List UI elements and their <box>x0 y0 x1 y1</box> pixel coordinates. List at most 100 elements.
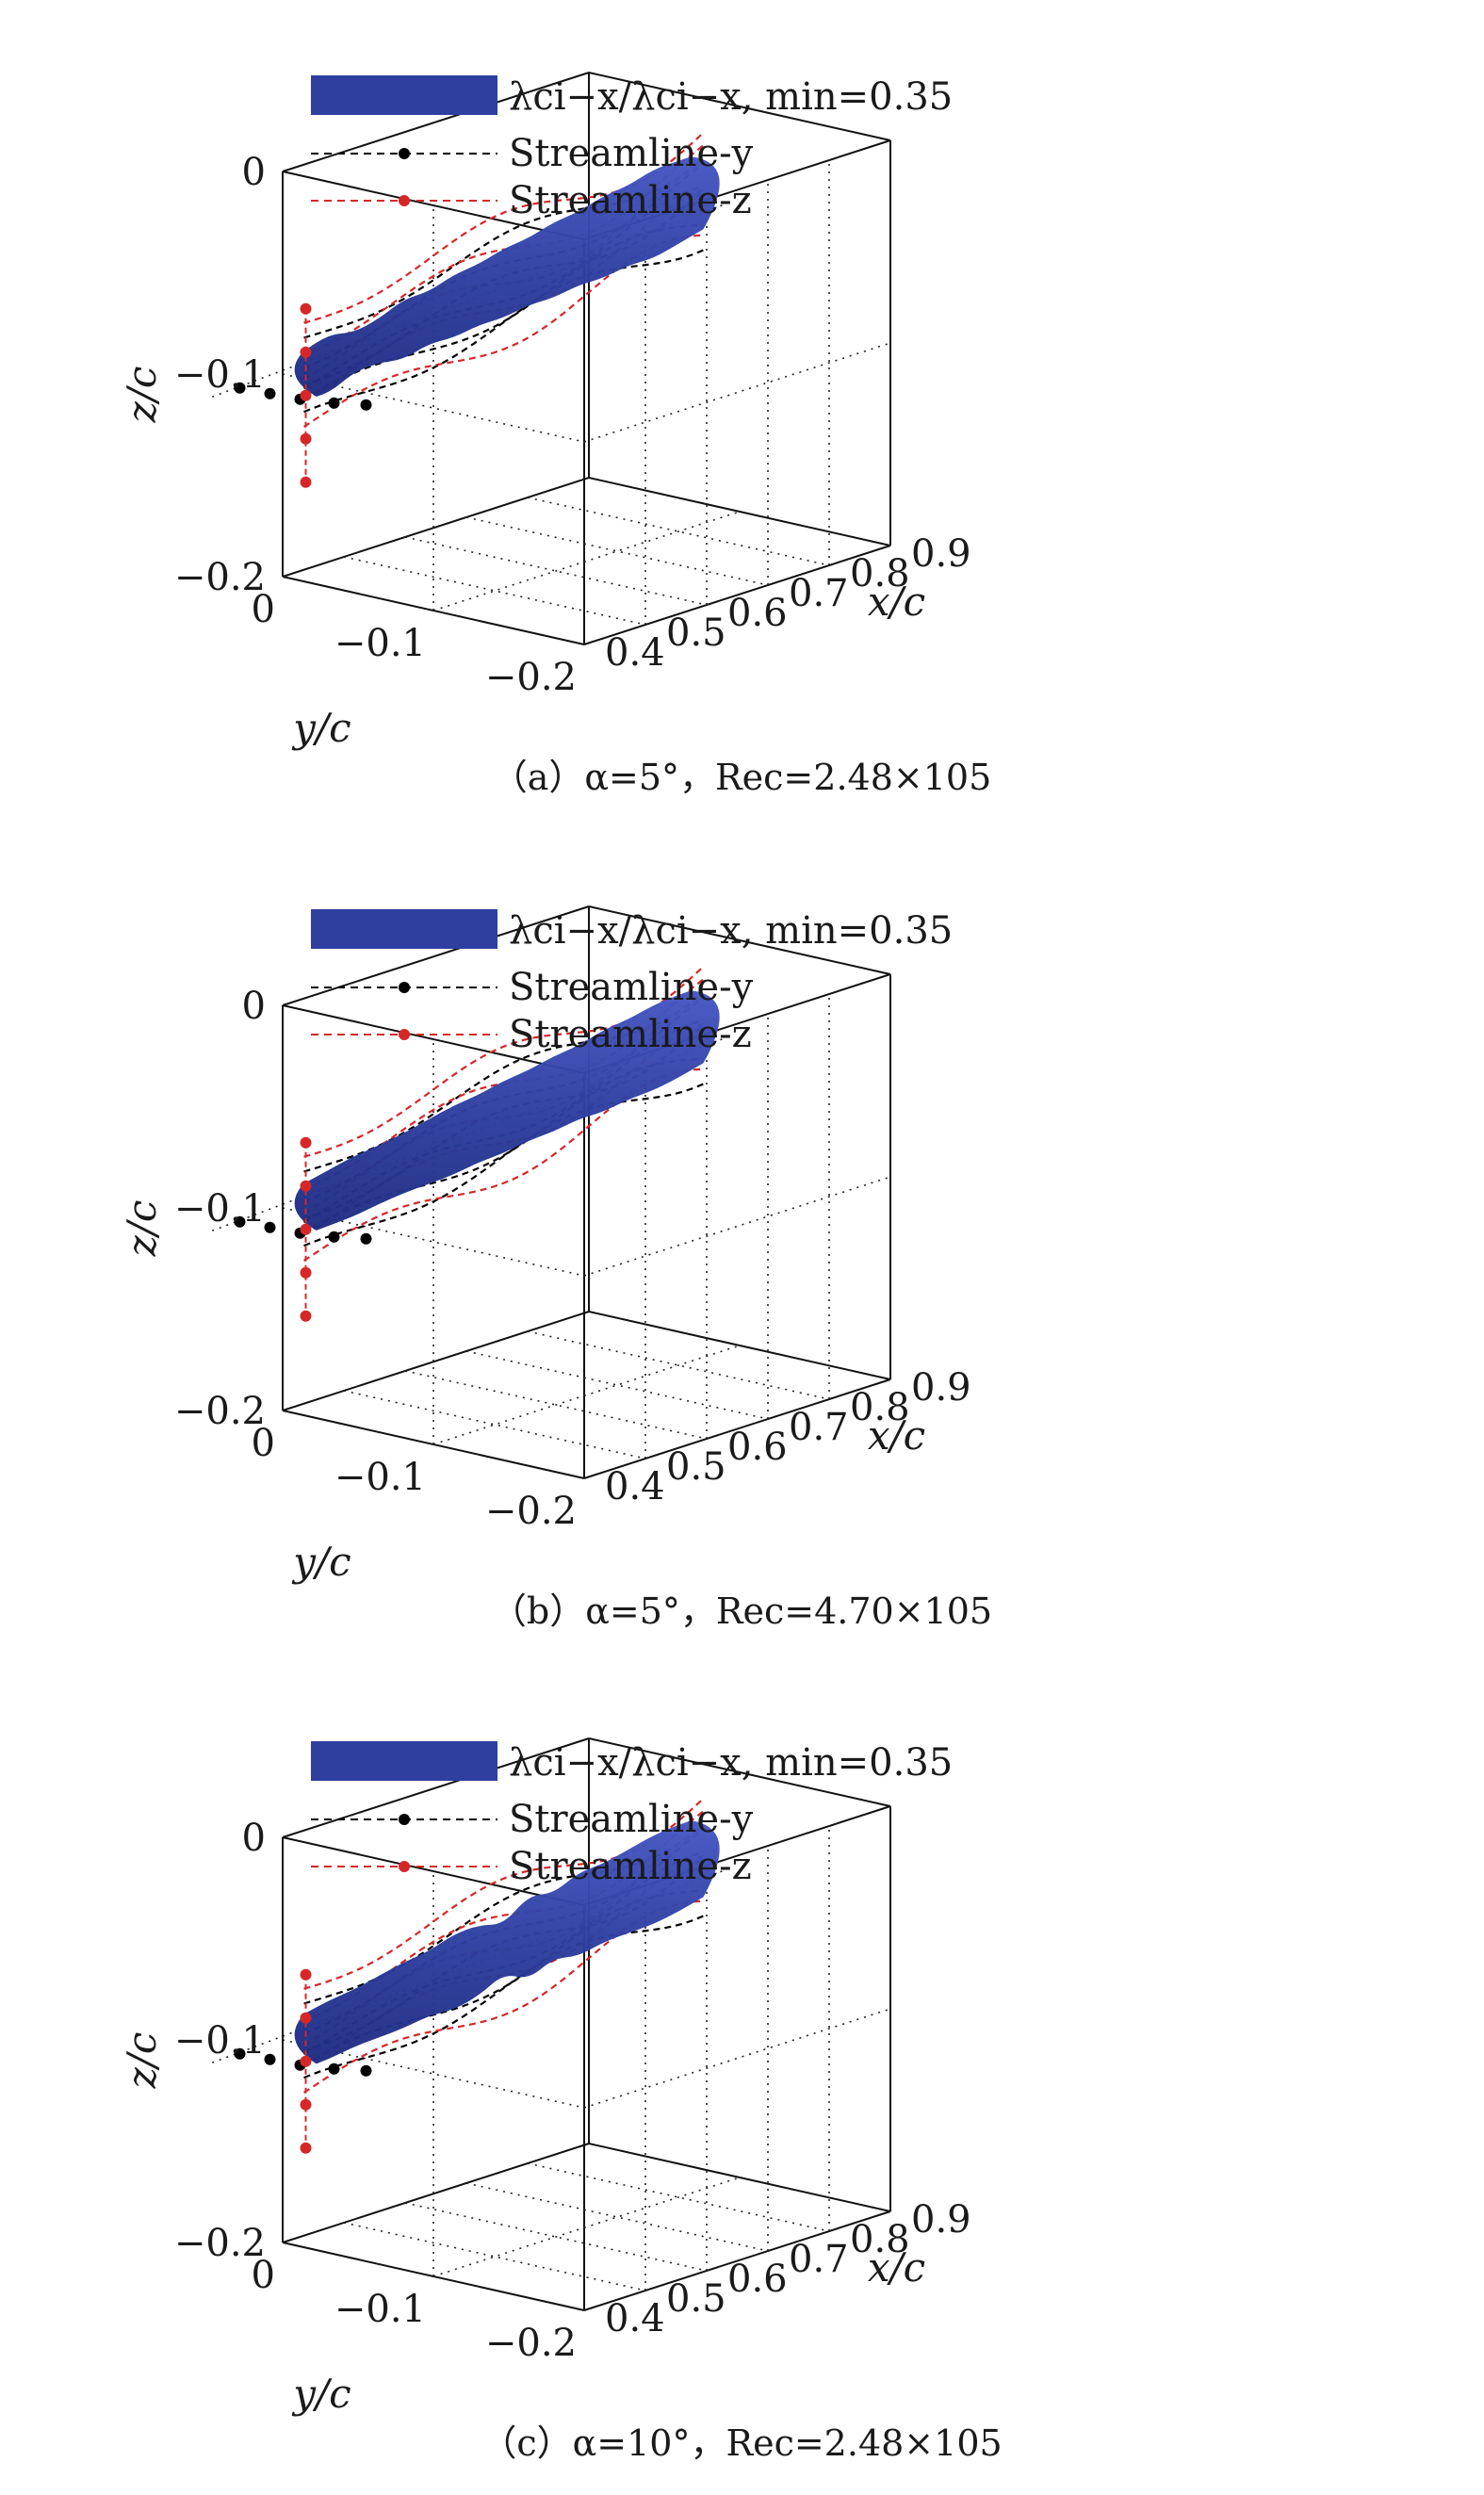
x-tick-label: 0.9 <box>911 1366 971 1410</box>
y-tick-label: 0 <box>252 2254 275 2297</box>
legend-label-isosurface: λci−x/λci−x, min=0.35 <box>509 75 953 119</box>
x-tick-label: 0.5 <box>666 612 726 655</box>
z-tick-label: −0.2 <box>174 556 266 599</box>
legend-label-streamline-y: Streamline-y <box>509 132 754 175</box>
axis-edge <box>282 2143 590 2243</box>
axes-box <box>282 1737 891 2311</box>
grid-line <box>583 1176 891 1277</box>
z-tick-label: 0 <box>242 151 266 194</box>
streamline-y-seed <box>264 2053 276 2065</box>
x-tick-label: 0.4 <box>605 631 665 675</box>
x-tick-label: 0.4 <box>605 2297 665 2340</box>
axis-edge <box>583 2210 891 2311</box>
legend-marker-streamline-z <box>399 1861 410 1872</box>
streamline-z-seed <box>300 1136 312 1149</box>
y-tick-label: −0.2 <box>485 656 577 699</box>
x-axis-label: x/c <box>868 1412 925 1459</box>
y-tick-label: 0 <box>252 588 275 631</box>
streamline-y-seed <box>360 2064 372 2077</box>
y-tick-label: −0.2 <box>485 1490 577 1533</box>
streamline-y-seed <box>360 399 372 411</box>
z-tick-label: −0.2 <box>174 2222 266 2265</box>
streamline-y-line <box>303 249 704 414</box>
x-tick-label: 0.6 <box>727 592 788 635</box>
axis-edge <box>583 545 891 645</box>
grid-line <box>404 2202 708 2272</box>
grid-line <box>583 342 891 443</box>
legend-marker-streamline-z <box>399 195 410 206</box>
z-tick-label: −0.1 <box>174 353 266 397</box>
streamline-z-line <box>302 1068 704 1262</box>
legend-label-streamline-z: Streamline-z <box>509 1013 752 1056</box>
x-axis-label: x/c <box>868 579 925 625</box>
streamline-y-line <box>303 1083 704 1248</box>
tick-labels: 0.4 0.5 0.6 0.7 0.8 0.90−0.1−0.20−0.1−0.2 <box>174 1817 971 2365</box>
x-tick-label: 0.6 <box>727 1426 788 1469</box>
grid-line <box>432 511 741 612</box>
caption: （a）α=5°，Rec=2.48×105 <box>492 757 992 798</box>
legend-swatch-isosurface <box>311 1741 497 1781</box>
axis-edge <box>588 1737 891 1807</box>
legend-marker-streamline-z <box>399 1029 410 1040</box>
caption: （b）α=5°，Rec=4.70×105 <box>491 1590 992 1632</box>
grid-line <box>465 2182 769 2252</box>
x-tick-label: 0.4 <box>605 1465 665 1508</box>
legend-marker-streamline-y <box>399 982 410 993</box>
grid-line <box>432 1345 741 1445</box>
x-tick-label: 0.9 <box>911 532 971 576</box>
legend-label-isosurface: λci−x/λci−x, min=0.35 <box>509 909 953 953</box>
grid-line <box>404 536 708 606</box>
x-tick-label: 0.8 <box>850 2218 910 2261</box>
chart-panel-b: 0.4 0.5 0.6 0.7 0.8 0.90−0.1−0.20−0.1−0.2x/cy… <box>119 905 992 1632</box>
legend-label-streamline-y: Streamline-y <box>509 1798 754 1841</box>
y-tick-label: −0.1 <box>334 622 426 665</box>
axis-edge <box>282 1004 585 1074</box>
chart-panel-c: 0.4 0.5 0.6 0.7 0.8 0.90−0.1−0.20−0.1−0.2x/cy… <box>119 1737 1003 2464</box>
vortex-isosurface <box>294 990 720 1231</box>
legend-swatch-isosurface <box>311 909 497 949</box>
z-tick-label: 0 <box>242 1817 266 1860</box>
grid-line <box>343 556 646 626</box>
axis-edge <box>282 477 590 578</box>
y-axis-label: y/c <box>291 1539 351 1585</box>
tick-labels: 0.4 0.5 0.6 0.7 0.8 0.90−0.1−0.20−0.1−0.2 <box>174 151 971 699</box>
grid-line <box>583 2008 891 2109</box>
streamline-z-line <box>302 234 704 428</box>
x-tick-label: 0.7 <box>789 1406 849 1449</box>
x-tick-label: 0.7 <box>789 572 849 615</box>
axis-edge <box>588 477 891 546</box>
x-tick-label: 0.6 <box>727 2258 788 2301</box>
axis-edge <box>588 905 891 975</box>
vortex-isosurface <box>294 1820 720 2064</box>
axis-edge <box>588 1311 891 1380</box>
grid-line <box>527 1330 830 1400</box>
legend: λci−x/λci−x, min=0.35 Streamline-yStreaml… <box>311 1741 953 1888</box>
grid-line <box>282 1207 585 1277</box>
x-tick-label: 0.7 <box>789 2238 849 2281</box>
legend-marker-streamline-y <box>399 148 410 159</box>
z-axis-label: z/c <box>119 1200 165 1258</box>
legend-label-isosurface: λci−x/λci−x, min=0.35 <box>509 1741 953 1785</box>
legend-label-streamline-z: Streamline-z <box>509 179 752 222</box>
axis-edge <box>282 1311 590 1411</box>
streamline-z-seed <box>300 432 312 445</box>
seed-points <box>234 302 372 488</box>
grid-line <box>343 2222 646 2291</box>
streamline-y-seed <box>234 2047 246 2060</box>
axis-edge <box>282 171 585 240</box>
legend-marker-streamline-y <box>399 1814 410 1825</box>
y-tick-label: −0.1 <box>334 1456 426 1499</box>
legend-label-streamline-y: Streamline-y <box>509 966 754 1009</box>
axis-edge <box>588 2143 891 2212</box>
x-axis-label: x/c <box>868 2244 925 2291</box>
streamline-z-seed <box>300 2098 312 2111</box>
x-tick-label: 0.5 <box>666 1445 726 1489</box>
streamline-y-seed <box>264 387 276 400</box>
vortex-isosurface <box>294 156 720 397</box>
seed-points <box>234 1136 372 1322</box>
z-axis-label: z/c <box>119 367 165 424</box>
x-tick-label: 0.9 <box>911 2198 971 2242</box>
y-axis-label: y/c <box>291 2371 351 2417</box>
z-tick-label: 0 <box>242 985 266 1028</box>
